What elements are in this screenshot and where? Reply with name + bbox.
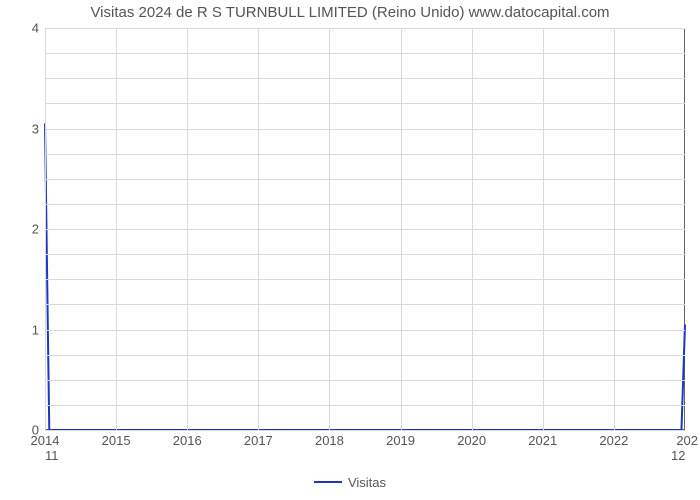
y-tick-label: 1 (32, 322, 45, 337)
plot-area: 0123420142015201620172018201920202021202… (45, 28, 685, 430)
x-tick-label: 2015 (102, 430, 131, 448)
y-tick-label: 4 (32, 21, 45, 36)
x-tick-label: 2016 (173, 430, 202, 448)
gridline-v (258, 28, 259, 430)
gridline-h-minor (45, 78, 685, 79)
gridline-h (45, 129, 685, 130)
series-line-visitas (45, 123, 685, 430)
gridline-h (45, 430, 685, 431)
x-tick-label: 2014 (31, 430, 60, 448)
legend-item-visitas: Visitas (314, 475, 386, 490)
visits-line-chart: Visitas 2024 de R S TURNBULL LIMITED (Re… (0, 0, 700, 500)
gridline-v (472, 28, 473, 430)
gridline-h (45, 330, 685, 331)
lower-left-label: 11 (45, 448, 59, 463)
gridline-h (45, 28, 685, 29)
gridline-h-minor (45, 254, 685, 255)
y-tick-label: 2 (32, 222, 45, 237)
gridline-v (401, 28, 402, 430)
gridline-v (614, 28, 615, 430)
gridline-h-minor (45, 405, 685, 406)
gridline-h-minor (45, 103, 685, 104)
x-tick-label-clipped: 202 (676, 430, 698, 448)
gridline-v (329, 28, 330, 430)
x-tick-label: 2019 (386, 430, 415, 448)
gridline-h-minor (45, 53, 685, 54)
legend-label: Visitas (348, 475, 386, 490)
gridline-h-minor (45, 380, 685, 381)
gridline-h-minor (45, 179, 685, 180)
lower-right-label: 12 (671, 448, 685, 463)
legend-swatch (314, 481, 342, 483)
gridline-v (116, 28, 117, 430)
gridline-v (187, 28, 188, 430)
x-tick-label: 2018 (315, 430, 344, 448)
x-tick-label: 2022 (599, 430, 628, 448)
x-tick-label: 2021 (528, 430, 557, 448)
gridline-h-minor (45, 279, 685, 280)
x-tick-label: 2020 (457, 430, 486, 448)
gridline-h-minor (45, 355, 685, 356)
gridline-h-minor (45, 204, 685, 205)
x-tick-label: 2017 (244, 430, 273, 448)
legend: Visitas (0, 470, 700, 490)
gridline-h-minor (45, 154, 685, 155)
gridline-v (45, 28, 46, 430)
chart-title: Visitas 2024 de R S TURNBULL LIMITED (Re… (0, 4, 700, 21)
y-tick-label: 3 (32, 121, 45, 136)
gridline-h-minor (45, 304, 685, 305)
gridline-v (543, 28, 544, 430)
gridline-h (45, 229, 685, 230)
